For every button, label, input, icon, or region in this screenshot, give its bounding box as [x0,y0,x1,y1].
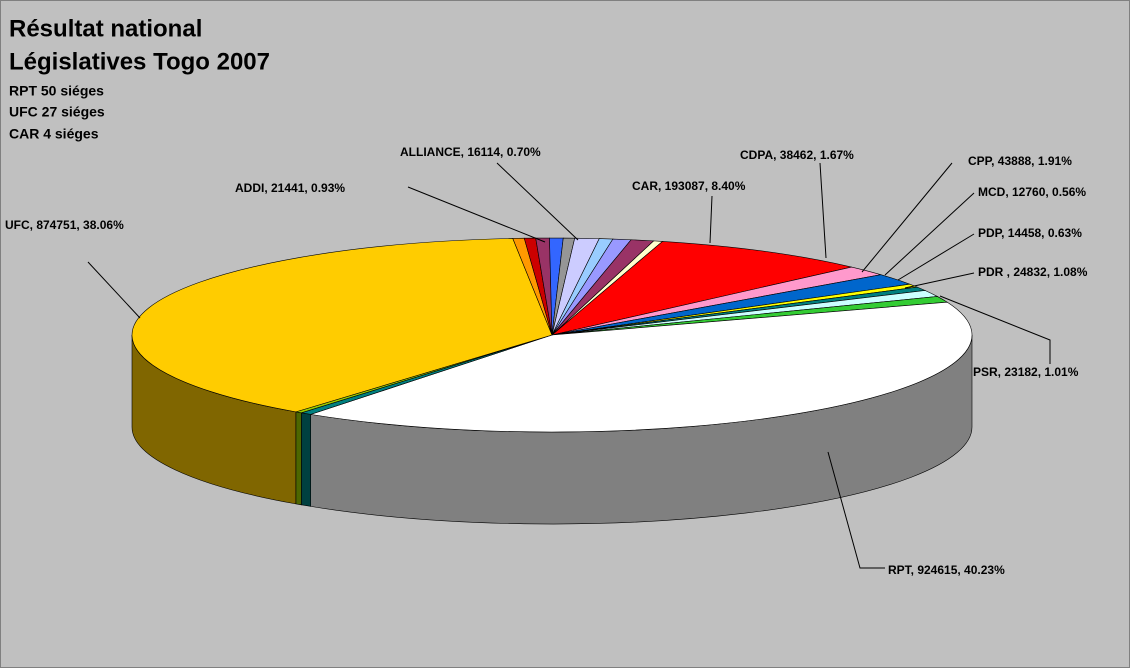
leader-line [897,233,975,281]
leader-line [819,162,827,259]
chart-title: Résultat national [9,15,202,42]
chart-subtitle: Législatives Togo 2007 [9,48,270,75]
slice-side [295,411,302,506]
leader-line [904,272,975,289]
annotation: CAR 4 siéges [9,126,99,142]
data-label: PDP, 14458, 0.63% [978,226,1082,240]
data-label: CPP, 43888, 1.91% [968,154,1072,168]
leader-line [709,195,713,244]
leader-line [407,186,546,243]
slice-side [301,412,311,507]
leader-line [861,162,953,273]
data-label: RPT, 924615, 40.23% [888,563,1005,577]
leader-line [827,451,885,569]
data-label: ADDI, 21441, 0.93% [235,181,345,195]
leader-line [87,261,141,319]
data-label: UFC, 874751, 38.06% [5,218,124,232]
data-label: MCD, 12760, 0.56% [978,185,1086,199]
data-label: CAR, 193087, 8.40% [632,179,746,193]
slice [310,301,973,433]
slice [551,241,852,336]
data-label: CDPA, 38462, 1.67% [740,148,854,162]
leader-line [939,295,1051,364]
data-label: PSR, 23182, 1.01% [973,365,1079,379]
leader-line [884,192,975,276]
annotation: UFC 27 siéges [9,104,105,120]
annotation: RPT 50 siéges [9,83,104,99]
slice [131,238,553,413]
slice [551,239,655,336]
leader-line [496,162,579,241]
data-label: ALLIANCE, 16114, 0.70% [400,145,541,159]
data-label: PDR , 24832, 1.08% [978,265,1088,279]
